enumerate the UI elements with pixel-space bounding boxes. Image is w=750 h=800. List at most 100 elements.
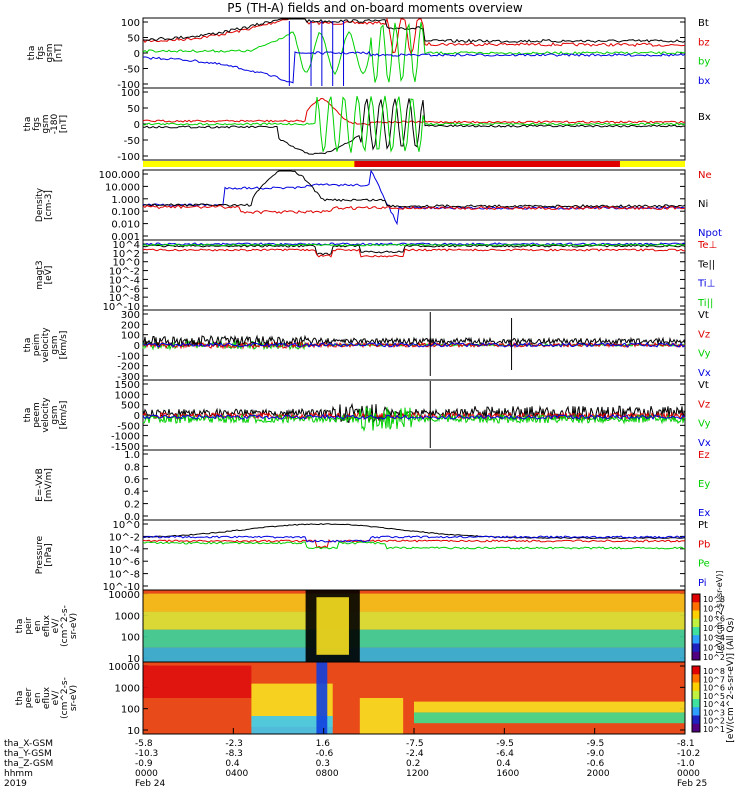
y-axis-label: -180 bbox=[50, 114, 60, 135]
spectrogram-band bbox=[316, 597, 349, 655]
y-tick-label: 0.4 bbox=[124, 487, 140, 498]
colorbar-tick-label: 10^5 bbox=[703, 624, 725, 633]
spectrogram-band bbox=[143, 647, 685, 662]
colorbar-tick-label: 10^7 bbox=[703, 605, 725, 614]
y-axis-label: gsm bbox=[50, 405, 60, 424]
x-row-value: 0800 bbox=[316, 769, 339, 779]
colorbar-tick-label: 10^4 bbox=[703, 700, 725, 709]
y-tick-label: 10^-6 bbox=[109, 557, 140, 568]
colorbar-label: [eV/(cm^2-s-sr-eV)] (All Qs) bbox=[726, 617, 736, 742]
region-bar-red bbox=[354, 161, 620, 167]
colorbar-tick-label: 10^1 bbox=[703, 725, 725, 734]
series-Teperp bbox=[142, 248, 686, 258]
y-tick-label: 1500 bbox=[115, 380, 140, 391]
y-axis-label: Density bbox=[35, 187, 45, 222]
legend-Npot: Npot bbox=[698, 228, 722, 239]
series-Vx-e bbox=[142, 414, 686, 420]
colorbar-segment bbox=[692, 610, 700, 620]
y-tick-label: 500 bbox=[121, 401, 140, 412]
colorbar-tick-label: 10^6 bbox=[703, 684, 725, 693]
y-tick-label: -100 bbox=[117, 80, 140, 91]
y-axis-label: eflux bbox=[42, 614, 52, 637]
y-tick-label: -100 bbox=[117, 351, 140, 362]
colorbar-segment bbox=[692, 674, 700, 683]
y-axis-label: E=-VxB bbox=[35, 468, 45, 502]
y-axis-label: velocity bbox=[41, 397, 51, 433]
y-tick-label: 0.6 bbox=[124, 475, 140, 486]
y-tick-label: -100 bbox=[117, 152, 140, 163]
y-tick-label: 10^2 bbox=[113, 249, 140, 260]
series-bx bbox=[142, 50, 686, 84]
legend-Ne: Ne bbox=[698, 170, 712, 181]
x-row-value: 0.3 bbox=[316, 759, 330, 769]
x-row-value: -8.1 bbox=[677, 739, 695, 749]
y-axis-label: tha bbox=[23, 408, 33, 423]
y-axis-label: [nT] bbox=[59, 115, 69, 133]
legend-Vx: Vx bbox=[698, 438, 711, 449]
legend-Vz: Vz bbox=[698, 329, 710, 340]
colorbar-segment bbox=[692, 690, 700, 700]
y-tick-label: 10^-4 bbox=[109, 275, 140, 286]
y-tick-label: 0.0 bbox=[124, 512, 140, 523]
legend-Ez: Ez bbox=[698, 450, 710, 461]
spectrogram-band bbox=[359, 698, 404, 734]
series-Pb bbox=[142, 539, 686, 549]
legend-Bt: Bt bbox=[698, 18, 709, 29]
y-axis-label: peem bbox=[32, 402, 42, 428]
y-tick-label: 10^0 bbox=[113, 520, 140, 531]
colorbar-segment bbox=[692, 594, 700, 603]
x-row-value: -9.0 bbox=[587, 749, 605, 759]
legend-Vy: Vy bbox=[698, 419, 711, 430]
x-row-value: -0.9 bbox=[135, 759, 153, 769]
colorbar-segment bbox=[692, 715, 700, 725]
y-tick-label: 10000 bbox=[108, 662, 140, 673]
x-row-value: 1600 bbox=[496, 769, 519, 779]
x-row-value: 0.2 bbox=[406, 759, 420, 769]
colorbar-tick-label: 10^2 bbox=[703, 717, 725, 726]
y-tick-label: 10^-2 bbox=[109, 267, 140, 278]
x-row-value: -5.8 bbox=[135, 739, 153, 749]
x-row-value: -7.5 bbox=[406, 739, 424, 749]
panel-1: 100 50 0 -50 -100 tha fgs gsm [nT] Bt bz by bx bbox=[27, 17, 710, 91]
y-tick-label: 100 bbox=[121, 633, 140, 644]
x-row-label: tha_Y-GSM bbox=[4, 749, 52, 759]
y-tick-label: 10^-10 bbox=[103, 302, 140, 313]
y-tick-label: 10.000 bbox=[105, 182, 140, 193]
x-row-label: tha_Z-GSM bbox=[4, 759, 53, 769]
y-axis-label: tha bbox=[27, 46, 37, 61]
y-tick-label: 0 bbox=[134, 120, 140, 131]
colorbar-1 bbox=[691, 593, 701, 661]
series-Pe bbox=[142, 541, 686, 550]
y-axis-label: [km/s] bbox=[59, 331, 69, 360]
y-tick-label: 1.000 bbox=[111, 195, 140, 206]
legend-Ey: Ey bbox=[698, 479, 710, 490]
y-axis-label: fgs bbox=[36, 46, 46, 60]
y-tick-label: 10^-4 bbox=[109, 545, 140, 556]
x-row-value: -0.6 bbox=[587, 759, 605, 769]
colorbar-segment bbox=[692, 627, 700, 636]
series-Vt-i bbox=[142, 334, 686, 348]
spectrogram-band bbox=[316, 662, 328, 734]
y-tick-label: -500 bbox=[117, 421, 140, 432]
y-tick-label: 100 bbox=[121, 18, 140, 29]
colorbar-tick-label: 10^8 bbox=[703, 595, 725, 604]
legend-Vt: Vt bbox=[698, 310, 709, 321]
y-tick-label: 1000 bbox=[115, 390, 140, 401]
y-axis-label: sr-eV) bbox=[69, 685, 79, 711]
colorbar-tick-label: 10^6 bbox=[703, 614, 725, 623]
y-axis-label: sr-eV) bbox=[69, 613, 79, 639]
y-axis-label: gsm bbox=[50, 335, 60, 354]
y-tick-label: 0 bbox=[134, 341, 140, 352]
x-row-value: Feb 24 bbox=[135, 779, 166, 789]
x-row-value: -10.2 bbox=[677, 749, 700, 759]
colorbar-segment bbox=[692, 618, 700, 628]
y-tick-label: 10^-10 bbox=[103, 582, 140, 593]
x-row-value: 0000 bbox=[135, 769, 158, 779]
y-axis-label: tha bbox=[23, 338, 33, 353]
colorbar-segment bbox=[692, 723, 700, 733]
panel-10: 10000 1000 100 10 tha peer en eflux eV/(cm^2-s-s… bbox=[15, 661, 686, 737]
panel-7: 1.00.8 0.60.4 0.20.0 E=-VxB [mV/m] Ez Ey Ex bbox=[35, 449, 710, 523]
spectrogram-band bbox=[143, 665, 252, 698]
legend-Pb: Pb bbox=[698, 539, 710, 550]
y-axis-label: fgs bbox=[32, 117, 42, 131]
